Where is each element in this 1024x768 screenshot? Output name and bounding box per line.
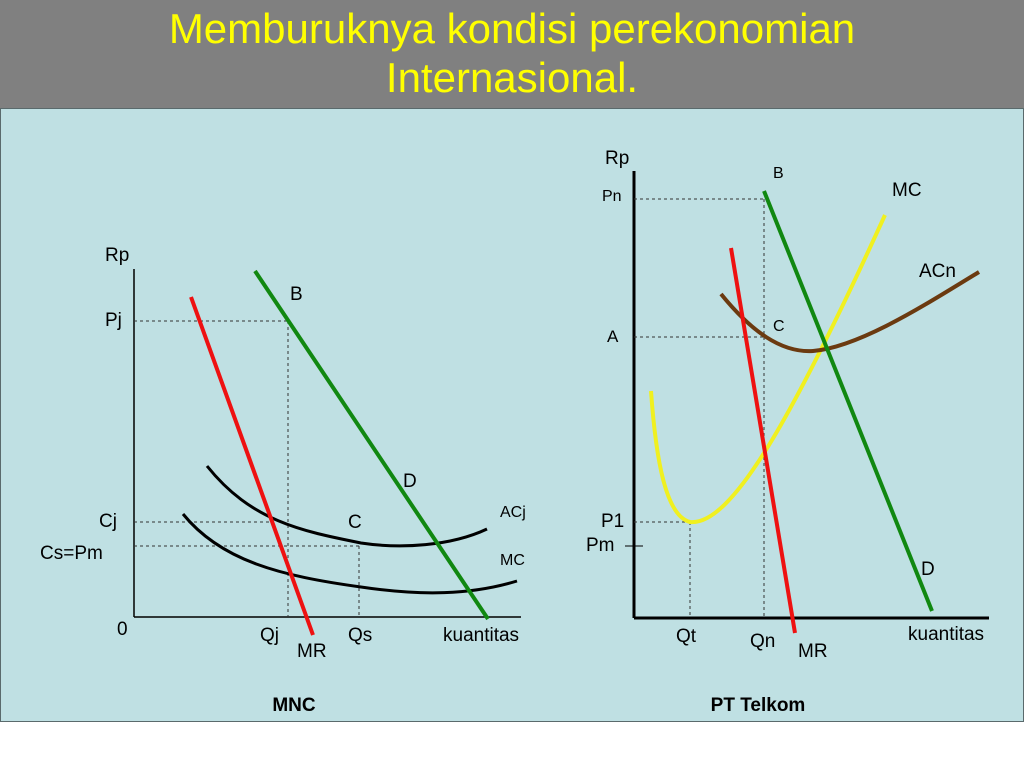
telkom-kuantitas-label: kuantitas [908,624,984,645]
mnc-c-label: C [348,512,362,533]
telkom-qn-label: Qn [750,631,775,652]
diagram-panel: Rp Pj Cj Cs=Pm 0 Qj Qs MR kuantitas B D … [0,108,1024,722]
mnc-diagram: Rp Pj Cj Cs=Pm 0 Qj Qs MR kuantitas B D … [40,245,526,716]
mnc-mr-label: MR [297,641,327,662]
slide-title: Memburuknya kondisi perekonomian Interna… [0,0,1024,102]
telkom-pn-label: Pn [602,188,622,205]
mnc-mc-label: MC [500,552,525,569]
title-line-1: Memburuknya kondisi perekonomian [168,5,856,52]
telkom-demand-line [762,190,934,612]
telkom-chart-label: PT Telkom [711,695,806,716]
telkom-mc-label: MC [892,180,922,201]
telkom-acn-curve [719,270,981,354]
telkom-p1-label: P1 [601,511,624,532]
telkom-c-label: C [773,318,785,335]
telkom-acn-label: ACn [919,261,956,282]
mnc-b-label: B [290,284,303,305]
telkom-a-label: A [607,327,619,346]
telkom-pm-label: Pm [586,535,615,556]
mnc-kuantitas-label: kuantitas [443,625,519,646]
mnc-acj-curve [205,465,488,548]
mnc-cj-label: Cj [99,511,117,532]
mnc-d-label: D [403,471,417,492]
telkom-mc-curve [649,214,887,525]
economics-diagram: Rp Pj Cj Cs=Pm 0 Qj Qs MR kuantitas B D … [40,148,989,716]
mnc-qs-label: Qs [348,625,372,646]
mnc-cspm-label: Cs=Pm [40,543,103,564]
telkom-d-label: D [921,559,935,580]
mnc-demand-line [253,269,490,621]
telkom-b-label: B [773,165,784,182]
mnc-qj-label: Qj [260,625,279,646]
mnc-origin-label: 0 [117,619,128,640]
pt-telkom-diagram: Rp Pn A P1 Pm Qt Qn MR kuantitas B C D M… [586,148,989,716]
slide-header: Memburuknya kondisi perekonomian Interna… [0,0,1024,108]
mnc-acj-label: ACj [500,504,526,521]
telkom-mr-line [729,247,797,634]
mnc-chart-label: MNC [272,695,316,716]
mnc-mr-line [189,296,315,636]
telkom-mr-label: MR [798,641,828,662]
telkom-rp-label: Rp [605,148,629,169]
title-line-2: Internasional. [385,54,639,101]
mnc-pj-label: Pj [105,310,122,331]
telkom-qt-label: Qt [676,626,697,647]
mnc-rp-label: Rp [105,245,129,266]
